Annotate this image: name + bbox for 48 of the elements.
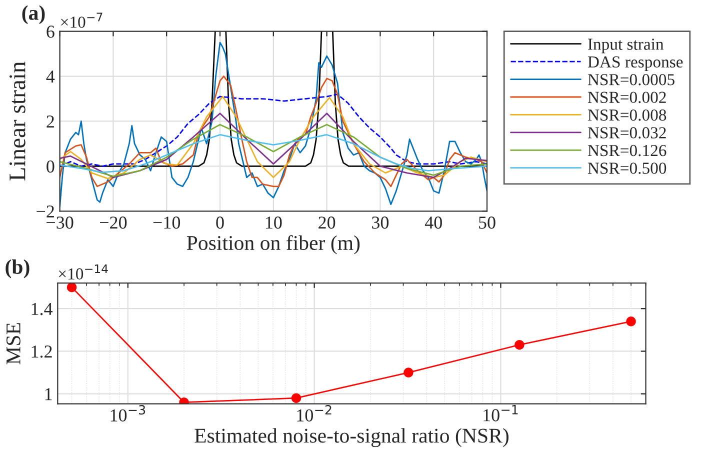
x-tick-label: 40: [424, 216, 442, 229]
x-tick-label: −20: [100, 216, 127, 229]
legend-label: NSR=0.008: [588, 109, 666, 121]
text: ×10$^{−14}$: [58, 264, 108, 280]
point: [291, 393, 302, 403]
legend-label: NSR=0.126: [588, 144, 666, 156]
y-tick-label: 4: [46, 70, 55, 83]
y-axis-title: MSE: [6, 323, 20, 364]
x-axis-title: Estimated noise-to-signal ratio (NSR): [194, 428, 508, 448]
legend-label: NSR=0.500: [588, 162, 666, 174]
line-series: [60, 124, 488, 177]
line-series: [60, 112, 488, 178]
x-axis-title: Position on fiber (m): [186, 235, 360, 254]
text: ×10$^{−7}$: [61, 12, 102, 28]
x-tick-label: 50: [479, 216, 496, 229]
point: [404, 368, 414, 378]
line-series: [60, 96, 488, 180]
chart-title: (b): [6, 259, 30, 278]
point: [66, 283, 77, 292]
point: [514, 340, 524, 350]
legend-label: DAS response: [588, 56, 683, 71]
y-axis-title: Linear strain: [10, 62, 26, 181]
x-tick-label: −30: [46, 216, 74, 229]
x-tick-label: 10: [266, 216, 282, 229]
legend-label: NSR=0.002: [588, 92, 666, 104]
y-tick-label: 1.2: [32, 346, 52, 358]
x-tick-label: 20: [318, 216, 336, 229]
y-tick-label: 2: [46, 116, 54, 128]
y-tick-label: 1.4: [32, 302, 53, 316]
y-tick-label: 0: [46, 160, 54, 173]
line-series: [60, 42, 488, 208]
legend-label: Input strain: [588, 38, 664, 54]
legend-label: NSR=0.032: [588, 127, 666, 138]
x-tick-label: 10$^{−3}$: [110, 405, 146, 422]
legend-label: NSR=0.0005: [588, 74, 674, 86]
x-tick-label: −10: [153, 216, 180, 229]
line-series: [60, 134, 488, 173]
y-tick-label: 6: [46, 26, 54, 38]
x-tick-label: 30: [372, 216, 389, 229]
y-tick-label: −2: [36, 205, 54, 218]
x-tick-label: 10$^{−1}$: [484, 405, 518, 422]
line-series: [60, 76, 488, 188]
x-tick-label: 10$^{−2}$: [297, 405, 332, 422]
chart-title: (a): [22, 5, 45, 24]
x-tick-label: 0: [216, 216, 224, 229]
line-series: [60, 94, 488, 167]
point: [626, 316, 636, 326]
y-tick-label: 1: [45, 388, 52, 400]
